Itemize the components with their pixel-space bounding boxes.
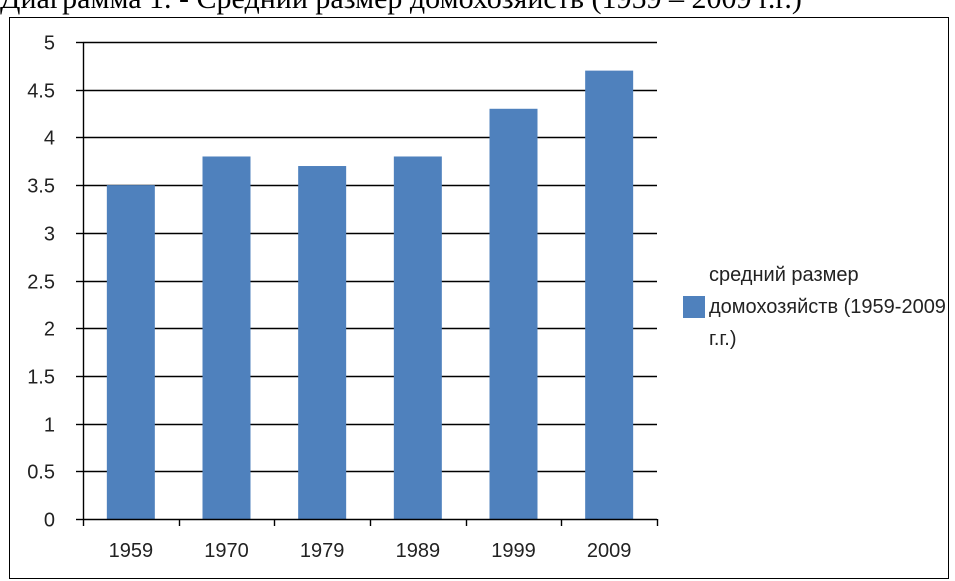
y-tick-label: 3 xyxy=(44,224,55,246)
bar-1999 xyxy=(489,108,538,519)
legend: средний размер домохозяйств (1959-2009 г… xyxy=(683,259,953,355)
bars xyxy=(106,70,634,520)
bar-1989 xyxy=(393,156,442,520)
x-tick-label: 1989 xyxy=(396,540,441,562)
tick-labels: 0 0.5 1 1.5 2 2.5 3 3.5 4 4.5 5 1959 1970 1979 1989 199… xyxy=(27,33,631,563)
y-tick-label: 2.5 xyxy=(27,272,55,294)
y-tick-label: 0 xyxy=(44,510,55,532)
caption-strip: Диаграмма 1. - Средний размер домохозяйс… xyxy=(0,0,955,16)
x-tick-label: 1970 xyxy=(204,540,249,562)
bar-1959 xyxy=(106,185,155,519)
axes xyxy=(76,41,659,526)
legend-swatch xyxy=(683,296,705,318)
y-tick-label: 0.5 xyxy=(27,462,55,484)
y-tick-label: 1.5 xyxy=(27,367,55,389)
y-tick-label: 2 xyxy=(44,319,55,341)
y-tick-label: 4 xyxy=(44,128,55,150)
x-tick-label: 1959 xyxy=(109,540,154,562)
x-tick-label: 2009 xyxy=(587,540,632,562)
legend-label: средний размер домохозяйств (1959-2009 г… xyxy=(709,264,946,350)
bar-2009 xyxy=(585,70,634,520)
y-tick-label: 4.5 xyxy=(27,81,55,103)
chart-frame xyxy=(9,17,949,579)
y-tick-label: 5 xyxy=(44,33,55,55)
y-tick-label: 3.5 xyxy=(27,176,55,198)
chart-caption: Диаграмма 1. - Средний размер домохозяйс… xyxy=(0,0,802,14)
gridlines xyxy=(83,41,657,473)
x-tick-label: 1999 xyxy=(491,540,536,562)
y-tick-label: 1 xyxy=(44,415,55,437)
x-tick-label: 1979 xyxy=(300,540,345,562)
bar-1979 xyxy=(298,166,347,519)
bar-1970 xyxy=(202,156,251,520)
